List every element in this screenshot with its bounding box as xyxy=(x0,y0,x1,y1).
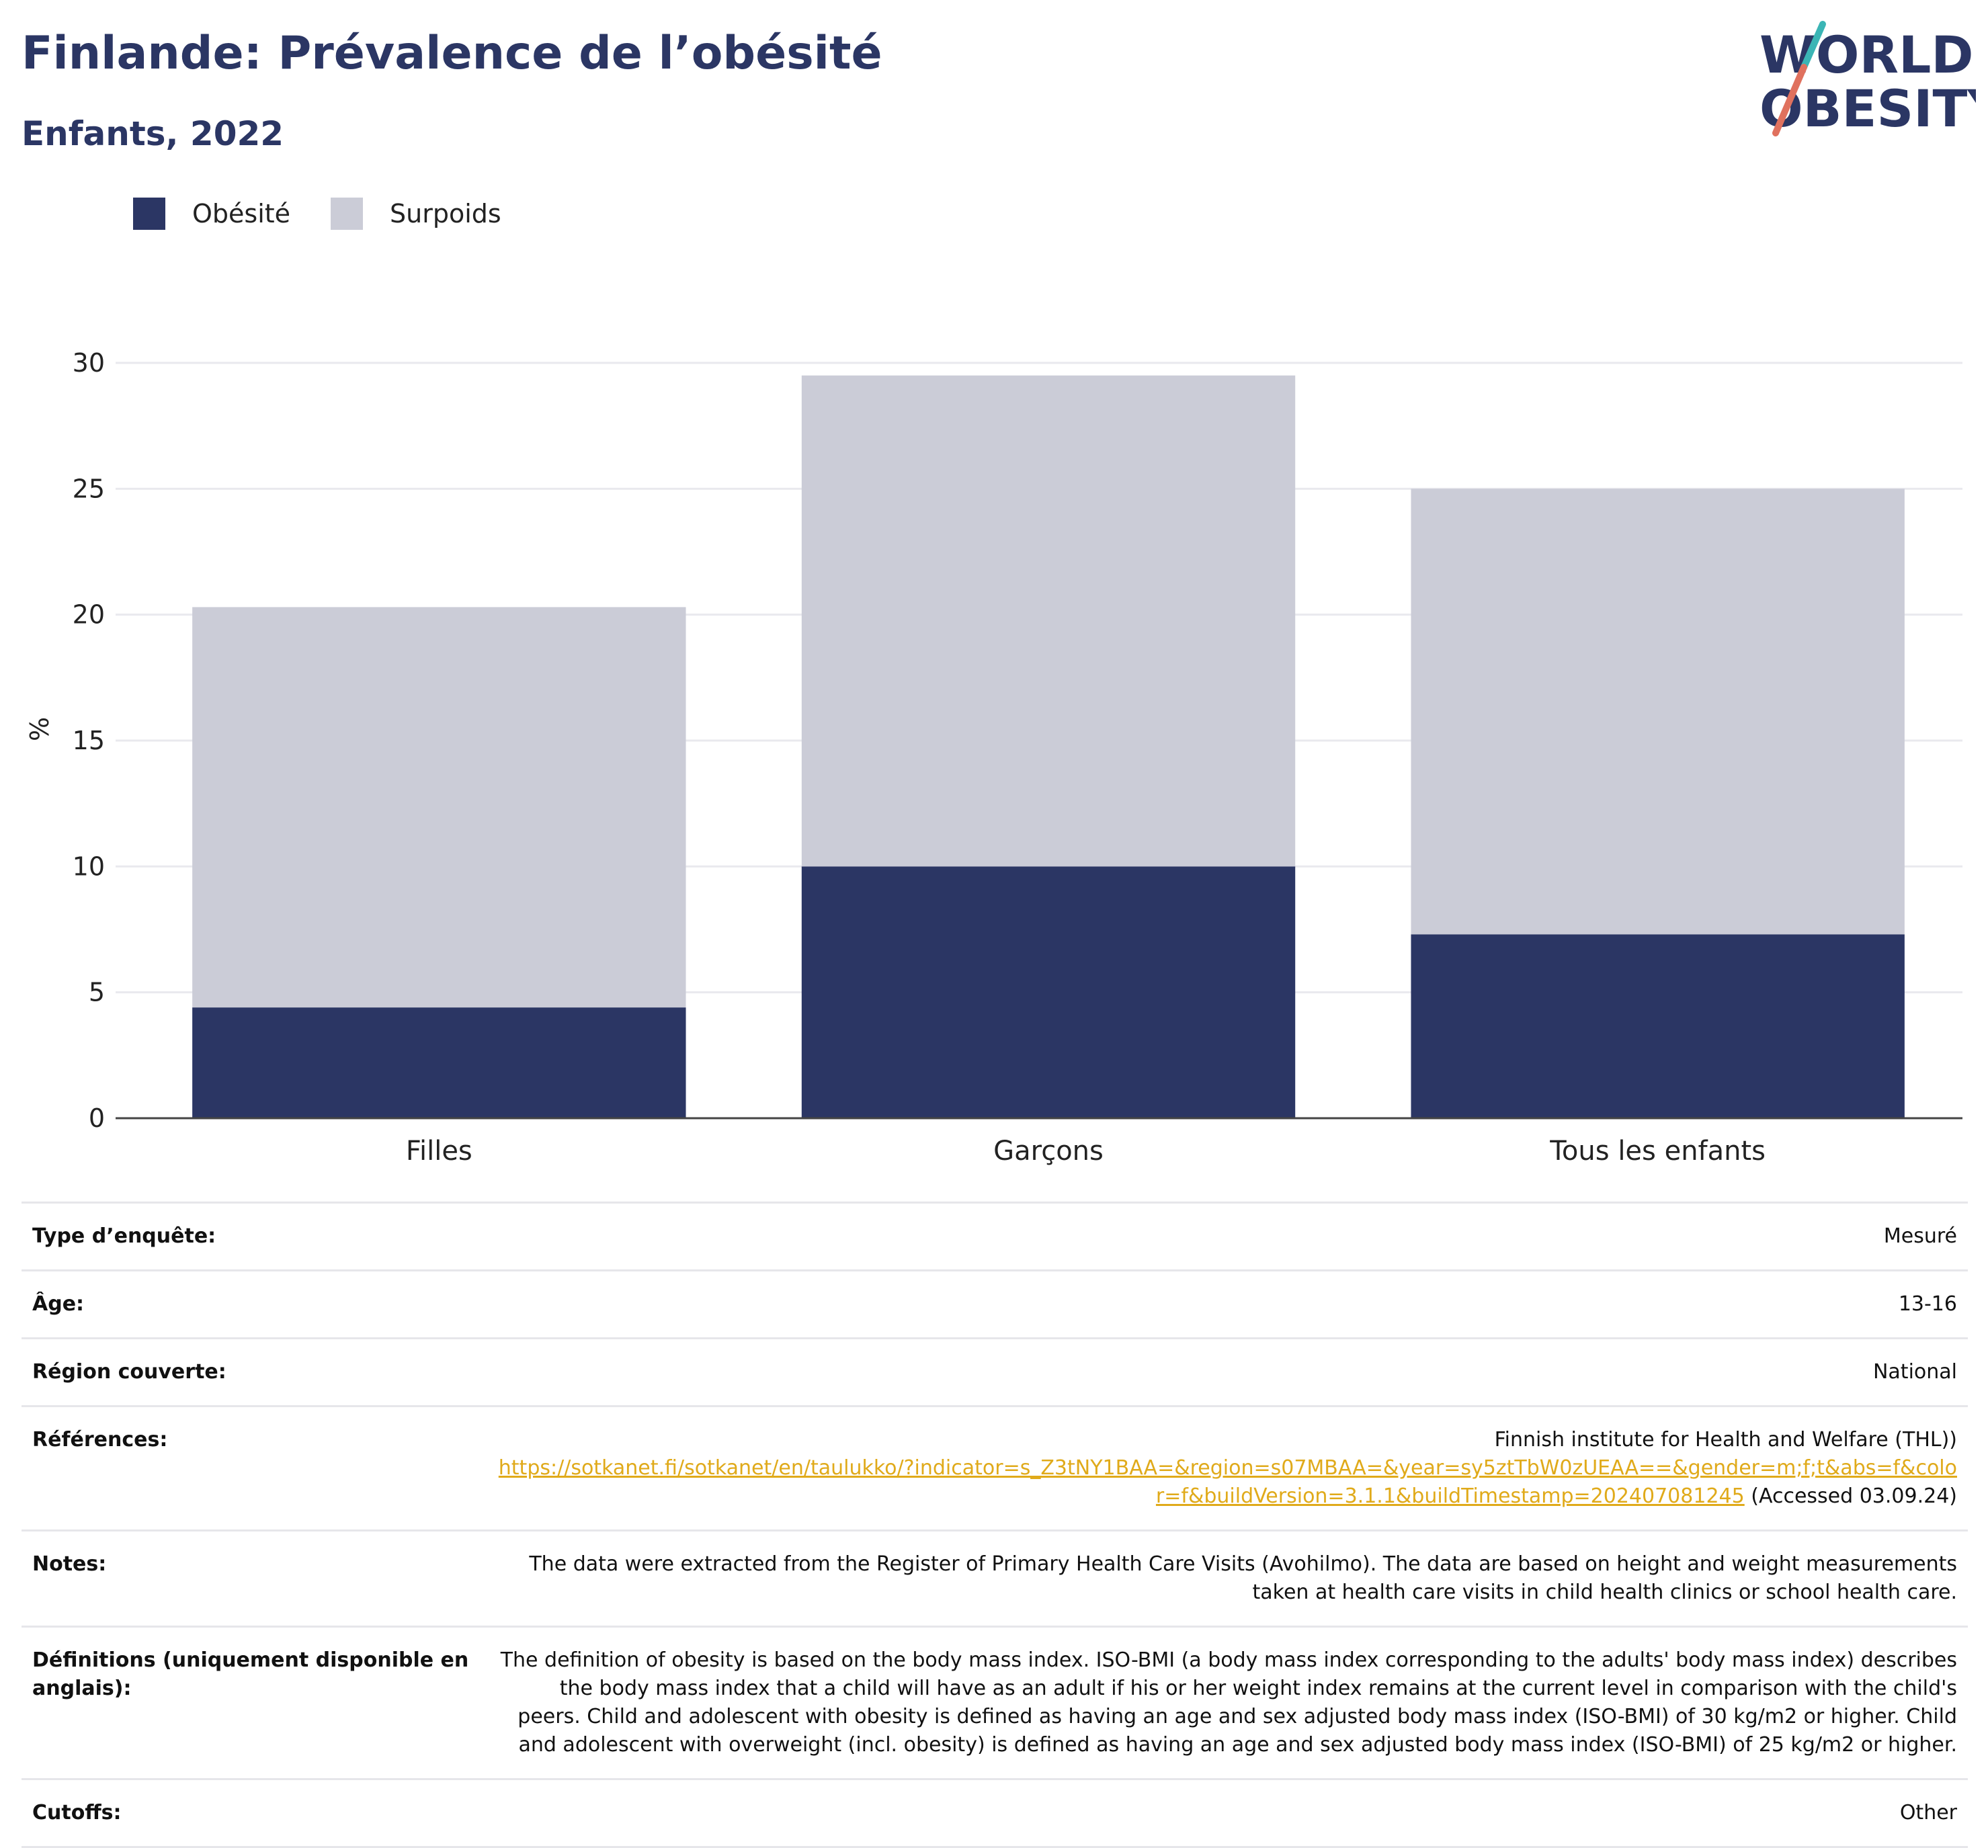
category-labels: Filles Garçons Tous les enfants xyxy=(406,1136,1766,1167)
age-label: Âge: xyxy=(22,1269,487,1339)
bar-obesite-2[interactable] xyxy=(1411,934,1905,1118)
cutoffs-label: Cutoffs: xyxy=(22,1778,487,1848)
bar-obesite-1[interactable] xyxy=(801,866,1296,1118)
notes-value: The data were extracted from the Registe… xyxy=(487,1529,1968,1627)
bar-surpoids-2[interactable] xyxy=(1411,489,1905,935)
logo-slash-teal xyxy=(1800,21,1826,71)
region-value: National xyxy=(487,1337,1968,1406)
y-tick-label: 15 xyxy=(73,726,105,755)
reference-link[interactable]: https://sotkanet.fi/sotkanet/en/taulukko… xyxy=(498,1456,1957,1508)
category-label: Garçons xyxy=(993,1136,1104,1167)
references-value: Finnish institute for Health and Welfare… xyxy=(487,1405,1968,1531)
legend-label-surpoids: Surpoids xyxy=(390,199,501,228)
table-row: Âge: 13-16 xyxy=(22,1269,1968,1339)
y-axis-label: % xyxy=(25,717,54,741)
table-row: Définitions (uniquement disponible en an… xyxy=(22,1626,1968,1779)
definitions-label: Définitions (uniquement disponible en an… xyxy=(22,1626,487,1779)
page-subtitle: Enfants, 2022 xyxy=(22,114,284,153)
y-tick-label: 5 xyxy=(89,978,105,1007)
world-obesity-logo: WORLD OBESITY xyxy=(1759,21,1976,138)
legend-swatch-surpoids xyxy=(331,198,364,230)
chart-legend: Obésité Surpoids xyxy=(133,198,542,230)
bar-chart: 0 5 10 15 20 25 30 Filles Garçons Tous les enfan… xyxy=(25,348,1962,1167)
table-row: Références: Finnish institute for Health… xyxy=(22,1405,1968,1531)
y-tick-label: 30 xyxy=(73,348,105,378)
table-row: Cutoffs: Other xyxy=(22,1778,1968,1848)
logo-text-world: WORLD xyxy=(1759,25,1973,85)
y-tick-label: 10 xyxy=(73,851,105,881)
metadata-table: Type d’enquête: Mesuré Âge: 13-16 Région… xyxy=(22,1202,1968,1848)
category-label: Tous les enfants xyxy=(1549,1136,1766,1167)
y-tick-label: 25 xyxy=(73,474,105,503)
bar-obesite-0[interactable] xyxy=(192,1007,686,1118)
legend-swatch-obesite xyxy=(133,198,165,230)
y-tick-labels: 0 5 10 15 20 25 30 xyxy=(73,348,105,1133)
y-tick-label: 0 xyxy=(89,1103,105,1133)
bar-surpoids-1[interactable] xyxy=(801,375,1296,867)
bars xyxy=(192,375,1905,1118)
table-row: Région couverte: National xyxy=(22,1337,1968,1406)
table-row: Type d’enquête: Mesuré xyxy=(22,1202,1968,1271)
age-value: 13-16 xyxy=(487,1269,1968,1339)
reference-accessed: (Accessed 03.09.24) xyxy=(1744,1484,1957,1508)
survey-type-label: Type d’enquête: xyxy=(22,1202,487,1271)
reference-source: Finnish institute for Health and Welfare… xyxy=(1494,1428,1957,1452)
legend-label-obesite: Obésité xyxy=(192,199,291,228)
legend-item-obesite[interactable]: Obésité xyxy=(133,198,290,230)
logo-slash-coral xyxy=(1772,64,1807,136)
category-label: Filles xyxy=(406,1136,472,1167)
y-tick-label: 20 xyxy=(73,600,105,630)
survey-type-value: Mesuré xyxy=(487,1202,1968,1271)
references-label: Références: xyxy=(22,1405,487,1531)
page-title: Finlande: Prévalence de l’obésité xyxy=(22,27,882,80)
table-row: Notes: The data were extracted from the … xyxy=(22,1529,1968,1627)
bar-surpoids-0[interactable] xyxy=(192,607,686,1008)
region-label: Région couverte: xyxy=(22,1337,487,1406)
notes-label: Notes: xyxy=(22,1529,487,1627)
definitions-value: The definition of obesity is based on th… xyxy=(487,1626,1968,1779)
cutoffs-value: Other xyxy=(487,1778,1968,1848)
legend-item-surpoids[interactable]: Surpoids xyxy=(331,198,501,230)
